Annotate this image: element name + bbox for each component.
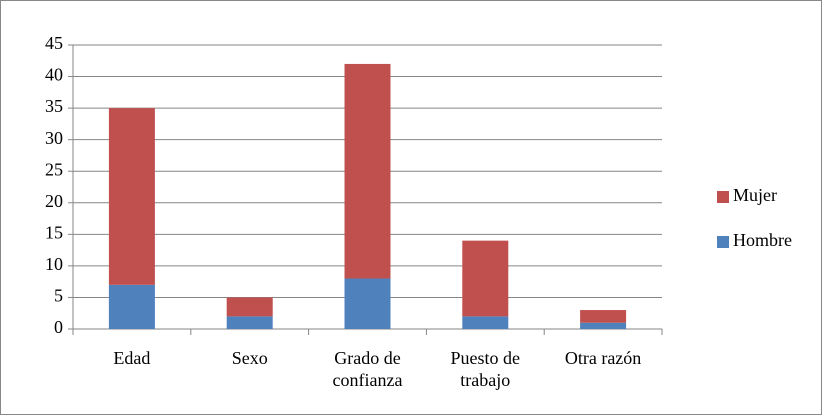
y-tick-label: 10 — [45, 254, 63, 274]
bar-segment — [462, 240, 509, 317]
y-tick-label: 35 — [45, 96, 63, 116]
bar-segment — [580, 310, 627, 323]
y-tick-label: 0 — [54, 317, 63, 337]
x-tick-label: Sexo — [231, 348, 268, 368]
y-tick-label: 5 — [54, 286, 63, 306]
y-tick-label: 45 — [45, 33, 63, 53]
bar-segment — [226, 316, 273, 329]
bar-segment — [226, 297, 273, 317]
y-tick-label: 40 — [45, 65, 63, 85]
bar-segment — [108, 284, 155, 329]
bar-segment — [580, 322, 627, 329]
y-tick-label: 15 — [45, 222, 63, 242]
bar-segment — [462, 316, 509, 329]
x-tick-label: Edad — [113, 348, 151, 368]
x-tick-label: Otra razón — [564, 348, 642, 368]
bar-segment — [344, 278, 391, 329]
x-tick-label: Puesto de trabajo — [450, 348, 521, 390]
legend-swatch — [717, 236, 729, 248]
y-tick-label: 20 — [45, 191, 63, 211]
x-tick-label: Grado de confianza — [332, 348, 403, 390]
legend-swatch — [717, 191, 729, 203]
bar-segment — [344, 63, 391, 279]
bar-segment — [108, 108, 155, 285]
y-tick-label: 30 — [45, 128, 63, 148]
legend-label: Hombre — [733, 230, 792, 250]
legend-label: Mujer — [733, 185, 777, 205]
y-tick-label: 25 — [45, 159, 63, 179]
